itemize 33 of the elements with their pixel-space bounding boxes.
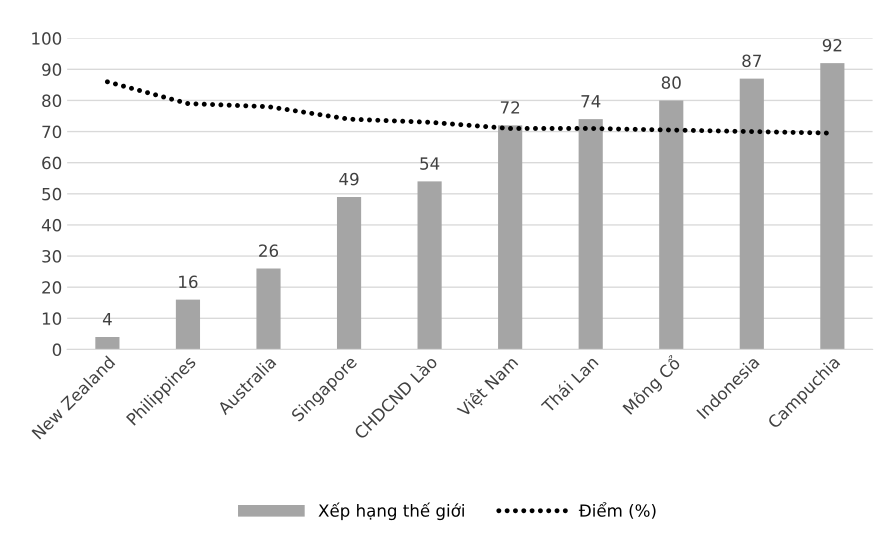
bar <box>336 196 362 350</box>
bar <box>176 300 200 350</box>
legend-label: Xếp hạng thế giới <box>318 502 464 520</box>
bar <box>659 100 684 350</box>
data-label: 49 <box>339 172 358 186</box>
y-tick-label: 10 <box>42 312 62 325</box>
bar <box>578 119 603 350</box>
data-label: 92 <box>822 38 842 52</box>
data-label: 80 <box>662 76 681 89</box>
data-label: 87 <box>742 54 761 68</box>
bar <box>95 336 120 350</box>
bar <box>498 125 522 350</box>
data-label: 4 <box>102 313 112 326</box>
bar <box>820 63 844 350</box>
bar <box>740 78 764 350</box>
bar <box>256 268 281 350</box>
data-label: 54 <box>420 157 440 170</box>
y-tick-label: 90 <box>42 63 62 76</box>
y-tick-label: 100 <box>32 32 62 45</box>
data-label: 16 <box>179 275 198 288</box>
y-tick-label: 80 <box>42 94 62 108</box>
y-tick-label: 70 <box>42 126 62 138</box>
bar <box>418 181 442 350</box>
y-tick-label: 50 <box>42 188 62 200</box>
data-label: 72 <box>500 101 520 114</box>
data-label: 74 <box>581 95 600 108</box>
y-tick-label: 40 <box>42 218 62 232</box>
legend-label: Điểm (%) <box>578 502 656 519</box>
y-tick-label: 0 <box>52 343 62 356</box>
y-tick-label: 20 <box>42 281 62 294</box>
data-label: 26 <box>259 244 278 257</box>
y-tick-label: 60 <box>42 156 62 170</box>
y-tick-label: 30 <box>42 250 62 263</box>
